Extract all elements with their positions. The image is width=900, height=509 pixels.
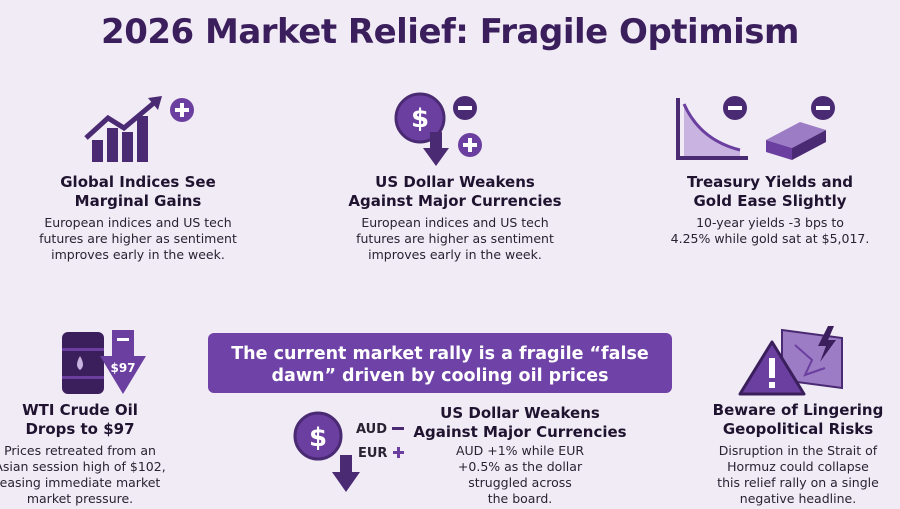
card-title: Gold Ease Slightly	[693, 192, 847, 210]
dollar-sign: $	[309, 423, 327, 453]
card-title: Global Indices See	[60, 173, 216, 191]
card-body: struggled across	[468, 475, 572, 490]
card-body: AUD +1% while EUR	[455, 443, 585, 458]
currency-icon: $ AUD EUR	[293, 411, 404, 492]
card-body: futures are higher as sentiment	[39, 231, 237, 246]
card-body: 10-year yields -3 bps to	[696, 215, 844, 230]
card-title: Against Major Currencies	[413, 423, 627, 441]
risk-icon	[738, 326, 843, 396]
yield-gold-icon	[676, 96, 835, 160]
dollar-down-icon: $	[394, 92, 482, 166]
card-title: US Dollar Weakens	[375, 173, 535, 191]
card-body: market pressure.	[26, 491, 134, 506]
card-title: Against Major Currencies	[348, 192, 562, 210]
banner-line: The current market rally is a fragile “f…	[231, 344, 649, 364]
card-body: negative headline.	[739, 491, 857, 506]
card-body: this relief rally on a single	[717, 475, 879, 490]
card-title: Marginal Gains	[74, 192, 202, 210]
card-body: improves early in the week.	[51, 247, 225, 262]
card-title: Drops to $97	[25, 420, 135, 438]
card-body: European indices and US tech	[361, 215, 549, 230]
card-body: Prices retreated from an	[4, 443, 156, 458]
aud-label: AUD	[356, 422, 387, 437]
banner-line: dawn” driven by cooling oil prices	[271, 366, 609, 386]
dollar-sign: $	[411, 104, 429, 134]
card-title: Geopolitical Risks	[722, 420, 874, 438]
card-title: WTI Crude Oil	[22, 401, 138, 419]
oil-price-label: $97	[110, 361, 135, 375]
card-title: Treasury Yields and	[686, 173, 854, 191]
growth-icon	[84, 96, 194, 162]
card-body: +0.5% as the dollar	[457, 459, 583, 474]
card-body: European indices and US tech	[44, 215, 232, 230]
card-body: Disruption in the Strait of	[718, 443, 878, 458]
card-body: futures are higher as sentiment	[356, 231, 554, 246]
banner: The current market rally is a fragile “f…	[208, 333, 672, 393]
card-body: 4.25% while gold sat at $5,017.	[670, 231, 870, 246]
card-title: US Dollar Weakens	[440, 404, 600, 422]
card-title: Beware of Lingering	[712, 401, 884, 419]
card-body: easing immediate market	[0, 475, 161, 490]
card-body: Asian session high of $102,	[0, 459, 166, 474]
oil-icon: $97	[62, 330, 146, 394]
card-body: improves early in the week.	[368, 247, 542, 262]
card-body: the board.	[487, 491, 553, 506]
eur-label: EUR	[358, 446, 387, 461]
page-title: 2026 Market Relief: Fragile Optimism	[101, 12, 799, 52]
card-body: Hormuz could collapse	[727, 459, 869, 474]
